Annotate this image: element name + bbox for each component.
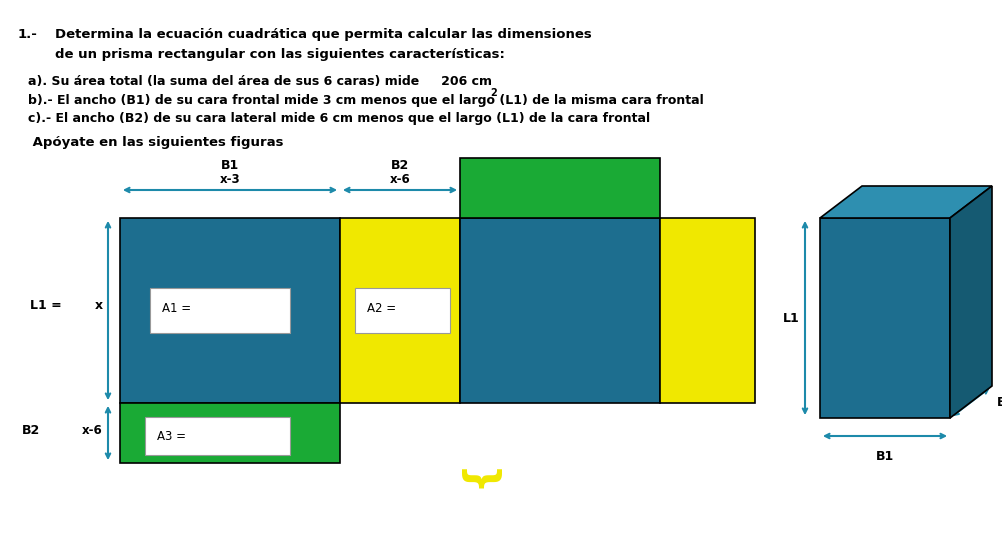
Bar bbox=[460, 218, 660, 403]
Text: de un prisma rectangular con las siguientes características:: de un prisma rectangular con las siguien… bbox=[55, 48, 505, 61]
Text: L1 =: L1 = bbox=[30, 299, 62, 312]
Text: B1: B1 bbox=[220, 159, 239, 172]
Bar bbox=[460, 158, 660, 218]
Text: Apóyate en las siguientes figuras: Apóyate en las siguientes figuras bbox=[28, 136, 284, 149]
Text: x-6: x-6 bbox=[390, 173, 411, 186]
Text: 2: 2 bbox=[490, 88, 497, 98]
Bar bbox=[660, 218, 755, 403]
Text: B2: B2 bbox=[391, 159, 409, 172]
Text: Determina la ecuación cuadrática que permita calcular las dimensiones: Determina la ecuación cuadrática que per… bbox=[55, 28, 592, 41]
Text: x-3: x-3 bbox=[219, 173, 240, 186]
Text: A1 =: A1 = bbox=[162, 301, 191, 315]
Text: a). Su área total (la suma del área de sus 6 caras) mide     206 cm: a). Su área total (la suma del área de s… bbox=[28, 75, 492, 88]
Bar bbox=[150, 288, 290, 333]
Text: A3 =: A3 = bbox=[157, 430, 186, 442]
Text: x: x bbox=[95, 299, 103, 312]
Bar bbox=[355, 288, 450, 333]
Text: x-6: x-6 bbox=[82, 425, 103, 437]
Polygon shape bbox=[950, 186, 992, 418]
Polygon shape bbox=[820, 186, 992, 218]
Polygon shape bbox=[820, 218, 950, 418]
Bar bbox=[340, 218, 460, 403]
Text: A2 =: A2 = bbox=[367, 301, 396, 315]
Text: L1: L1 bbox=[784, 311, 800, 325]
Text: B1: B1 bbox=[876, 450, 894, 463]
Text: }: } bbox=[454, 468, 496, 498]
Bar bbox=[145, 417, 290, 455]
Bar bbox=[120, 218, 340, 403]
Text: B2: B2 bbox=[997, 396, 1002, 408]
Text: B2: B2 bbox=[22, 425, 40, 437]
Text: b).- El ancho (B1) de su cara frontal mide 3 cm menos que el largo (L1) de la mi: b).- El ancho (B1) de su cara frontal mi… bbox=[28, 94, 703, 107]
Text: 1.-: 1.- bbox=[18, 28, 38, 41]
Text: c).- El ancho (B2) de su cara lateral mide 6 cm menos que el largo (L1) de la ca: c).- El ancho (B2) de su cara lateral mi… bbox=[28, 112, 650, 125]
Bar bbox=[120, 403, 340, 463]
